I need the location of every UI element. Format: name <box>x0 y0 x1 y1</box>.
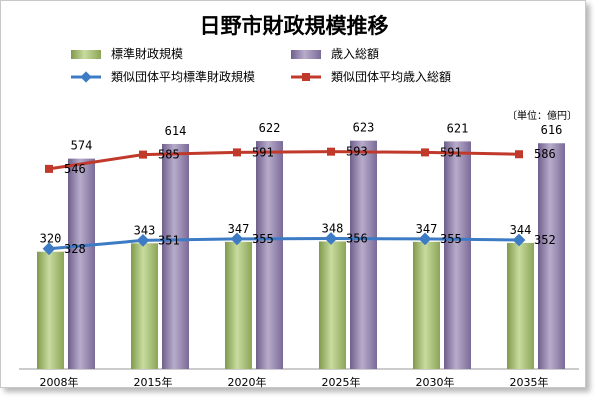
bar-value-label-0-5: 344 <box>510 223 532 237</box>
line-value-label-1-0: 546 <box>64 162 86 176</box>
line-point-square-2 <box>233 148 241 157</box>
line-point-diamond-4 <box>418 232 432 246</box>
x-tick-label-3: 2025年 <box>322 375 361 389</box>
bar-revenue-total-4 <box>444 141 471 369</box>
line-value-label-0-0: 328 <box>64 242 86 256</box>
chart-frame: 日野市財政規模推移 標準財政規模 歳入総額類似団体平均標準財政規模 類似団体平均歳入… <box>0 0 586 389</box>
legend-label-2: 類似団体平均標準財政規模 <box>111 69 255 84</box>
line-series-1 <box>48 150 520 171</box>
line-value-label-0-1: 351 <box>158 233 180 247</box>
line-series-0 <box>48 237 520 251</box>
line-value-label-1-2: 591 <box>252 145 274 159</box>
unit-label: 〔単位：億円〕 <box>507 109 577 122</box>
bar-value-label-1-5: 616 <box>541 123 563 137</box>
bar-value-label-0-3: 348 <box>322 221 344 235</box>
x-tick-label-0: 2008年 <box>40 375 79 389</box>
value-labels-layer: 320 343 347 348 347 344 574 614 622 623 621 616 328 3… <box>40 121 563 256</box>
legend-swatch-1 <box>291 50 321 59</box>
bar-value-label-1-4: 621 <box>447 121 469 135</box>
line-point-diamond-3 <box>324 232 338 245</box>
x-tick-labels: 2008年 2015年 2020年 2025年 2030年 2035年 <box>40 375 549 389</box>
x-tick-label-1: 2015年 <box>134 375 173 389</box>
line-value-label-0-3: 356 <box>346 232 368 246</box>
line-value-label-1-3: 593 <box>346 145 368 159</box>
bar-revenue-total-0 <box>68 158 95 369</box>
bar-standard-scale-1 <box>131 243 158 369</box>
bar-standard-scale-0 <box>37 251 64 369</box>
legend-swatch-0 <box>71 50 101 59</box>
bar-value-label-0-0: 320 <box>40 232 62 246</box>
bar-value-label-1-3: 623 <box>353 121 375 135</box>
line-value-label-1-5: 586 <box>534 147 556 161</box>
bar-value-label-1-1: 614 <box>165 124 187 138</box>
legend-label-1: 歳入総額 <box>331 47 379 61</box>
legend-marker-square <box>302 73 310 81</box>
bar-value-label-1-2: 622 <box>259 121 281 135</box>
line-point-square-1 <box>139 150 147 159</box>
bar-revenue-total-3 <box>350 140 377 369</box>
x-tick-label-2: 2020年 <box>228 375 267 389</box>
legend-marker-diamond <box>80 71 92 83</box>
line-point-diamond-1 <box>136 233 150 247</box>
line-point-diamond-0 <box>42 242 56 256</box>
bar-value-label-1-0: 574 <box>71 139 93 153</box>
chart-title: 日野市財政規模推移 <box>200 14 389 38</box>
line-value-label-0-5: 352 <box>534 233 556 247</box>
legend-label-0: 標準財政規模 <box>111 46 183 61</box>
bar-revenue-total-5 <box>538 143 565 369</box>
bar-value-label-0-4: 347 <box>416 222 438 236</box>
line-point-square-4 <box>421 148 429 157</box>
bar-revenue-total-2 <box>256 141 283 369</box>
line-point-square-3 <box>327 147 335 156</box>
bar-revenue-total-1 <box>162 143 189 369</box>
line-value-label-0-2: 355 <box>252 232 274 246</box>
line-value-label-1-4: 591 <box>440 145 462 159</box>
line-value-label-0-4: 355 <box>440 232 462 246</box>
bar-value-label-0-1: 343 <box>134 223 156 237</box>
bar-standard-scale-2 <box>225 241 252 369</box>
line-point-square-0 <box>45 164 53 173</box>
line-value-label-1-1: 585 <box>158 148 180 162</box>
x-tick-label-5: 2035年 <box>510 375 549 389</box>
bar-standard-scale-5 <box>507 242 534 369</box>
x-tick-label-4: 2030年 <box>416 375 455 389</box>
line-point-diamond-2 <box>230 232 244 246</box>
bars-layer <box>37 140 565 369</box>
bar-standard-scale-3 <box>319 241 346 369</box>
line-point-square-5 <box>515 150 523 159</box>
legend-label-3: 類似団体平均歳入総額 <box>331 70 451 84</box>
bar-value-label-0-2: 347 <box>228 222 250 236</box>
bar-standard-scale-4 <box>413 241 440 369</box>
